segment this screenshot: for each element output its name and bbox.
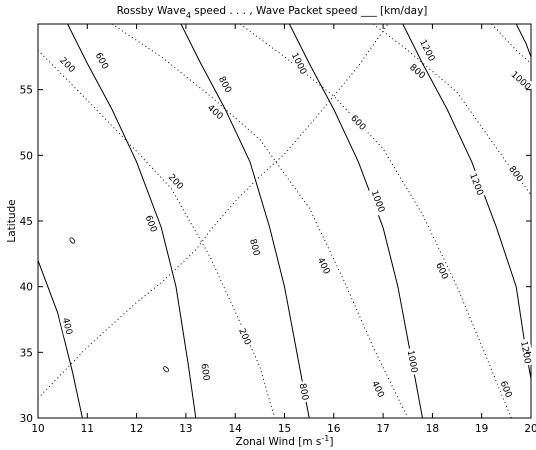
x-tick-label: 15 <box>278 423 291 435</box>
x-tick-label: 12 <box>130 423 143 435</box>
y-tick-label: 45 <box>20 216 33 228</box>
contour-label-background <box>505 161 528 186</box>
y-tick-label: 35 <box>20 347 33 359</box>
contour-label-800: 800 <box>297 383 310 402</box>
contour-line-400 <box>38 260 83 418</box>
contour-label-background <box>367 186 389 216</box>
contour-label-background <box>59 314 76 338</box>
contour-label-background <box>203 100 228 124</box>
contour-label-background <box>405 59 430 83</box>
x-tick-label: 20 <box>524 423 536 435</box>
contour-label-background <box>91 48 113 73</box>
contour-label-background <box>314 253 334 278</box>
contour-line-800 <box>372 24 531 196</box>
y-tick-label: 30 <box>20 413 33 425</box>
contour-label-background <box>164 169 188 194</box>
x-tick-label: 16 <box>327 423 341 435</box>
contour-label-1200: 1200 <box>518 340 532 365</box>
contour-label-600: 600 <box>198 363 210 382</box>
contour-label-background <box>404 347 421 376</box>
contour-line-600 <box>67 24 197 418</box>
contour-label-background <box>65 233 81 249</box>
contour-line-1400 <box>515 24 531 57</box>
x-tick-label: 13 <box>179 423 192 435</box>
tick-layer: 10 11 12 13 14 15 16 17 18 19 20 30 35 40 45 50 55 <box>20 24 536 435</box>
contour-label-1000: 1000 <box>405 349 419 374</box>
contour-label-background <box>158 361 174 378</box>
plot-area <box>37 23 532 419</box>
contour-label-background <box>466 169 488 199</box>
contour-label-0: 0 <box>161 364 172 375</box>
x-tick-label: 19 <box>475 423 488 435</box>
contour-line-0 <box>38 24 389 399</box>
y-tick-label: 50 <box>20 150 33 162</box>
contour-label-background <box>432 258 453 283</box>
contour-label-background <box>142 211 161 236</box>
contour-label-400: 400 <box>60 317 74 336</box>
x-axis-label: Zonal Wind [m s-1] <box>236 434 334 448</box>
contour-line-1000 <box>491 24 531 64</box>
contour-label-background <box>296 380 312 404</box>
x-tick-label: 10 <box>31 423 44 435</box>
contour-label-background <box>496 377 516 402</box>
contour-label-800: 800 <box>247 238 261 257</box>
contour-label-background <box>215 72 236 97</box>
y-tick-label: 40 <box>20 282 33 294</box>
contour-label-0: 0 <box>68 236 79 248</box>
contour-label-background <box>246 235 264 259</box>
contour-label-background <box>368 377 389 402</box>
contour-label-background <box>416 35 439 65</box>
contour-label-background <box>56 53 80 77</box>
contour-label-background <box>235 324 255 349</box>
x-tick-label: 11 <box>81 423 94 435</box>
contour-label-background <box>507 67 536 94</box>
x-tick-label: 18 <box>426 423 439 435</box>
chart-title: Rossby Wave4 speed . . . , Wave Packet s… <box>117 5 428 20</box>
y-tick-label: 55 <box>20 85 33 97</box>
x-tick-label: 14 <box>229 423 243 435</box>
contour-line-600 <box>239 24 512 418</box>
contour-label-background <box>288 48 311 78</box>
contour-line-800 <box>180 24 310 418</box>
contour-label-background <box>346 110 370 135</box>
x-tick-label: 17 <box>376 423 389 435</box>
contour-label-background <box>198 360 213 384</box>
y-axis-label: Latitude <box>6 199 18 242</box>
